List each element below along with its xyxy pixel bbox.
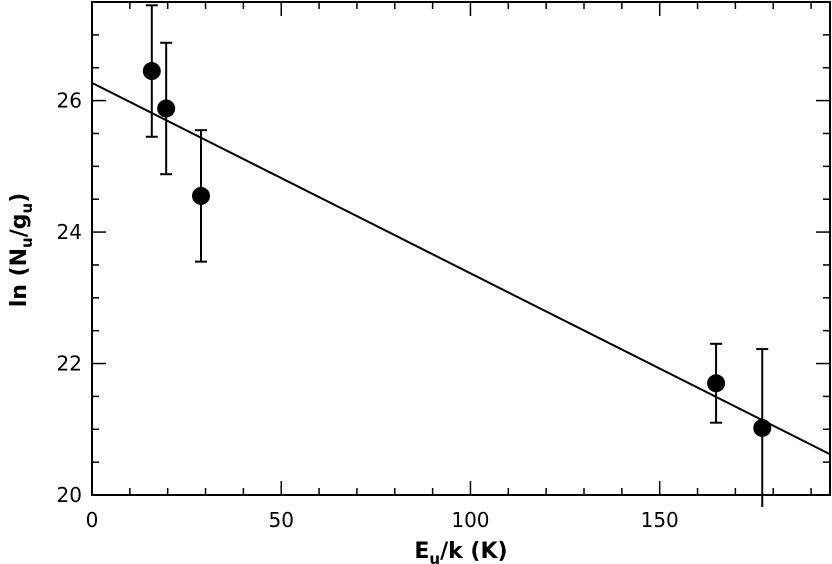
data-points [142, 62, 772, 437]
tick-labels: 0 50 100 150 20 22 24 26 [57, 89, 679, 532]
y-tick-label: 22 [57, 352, 82, 376]
y-tick-label: 24 [57, 220, 82, 244]
x-axis-title: Eu/k (K) [414, 539, 507, 564]
error-bars [145, 4, 769, 507]
x-tick-label: 0 [86, 508, 99, 532]
y-axis-title: ln (Nu/gu) [7, 193, 36, 308]
data-point [191, 186, 210, 205]
fit-line-group [91, 81, 831, 456]
data-point [157, 99, 176, 118]
data-point [142, 62, 161, 81]
plot-frame [91, 1, 831, 496]
x-tick-label: 100 [451, 508, 489, 532]
x-tick-label: 50 [269, 508, 294, 532]
fit-line [91, 81, 831, 456]
axis-ticks [91, 1, 830, 496]
x-tick-label: 150 [641, 508, 679, 532]
y-tick-label: 26 [57, 89, 82, 113]
data-point [753, 418, 772, 437]
y-tick-label: 20 [57, 483, 82, 507]
data-point [707, 374, 726, 393]
